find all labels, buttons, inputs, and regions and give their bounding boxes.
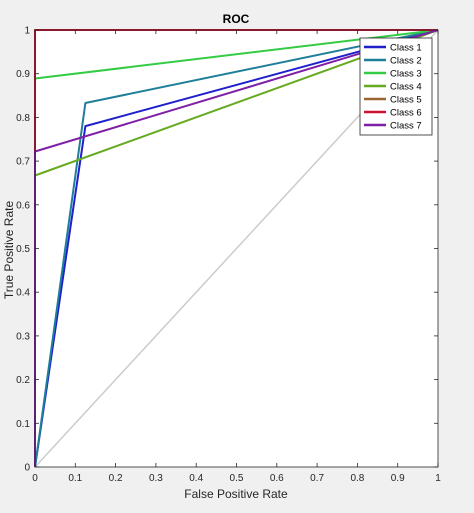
x-tick-label: 0.2 bbox=[109, 473, 123, 484]
x-tick-label: 1 bbox=[435, 473, 441, 484]
x-tick-label: 0.6 bbox=[270, 473, 284, 484]
y-tick-label: 0.5 bbox=[16, 244, 30, 255]
y-tick-label: 0.8 bbox=[16, 113, 30, 124]
legend-label: Class 5 bbox=[390, 95, 422, 106]
legend-label: Class 7 bbox=[390, 121, 422, 132]
legend: Class 1 Class 2 Class 3 Class 4 Class 5 Class… bbox=[359, 37, 433, 136]
y-tick-label: 0 bbox=[24, 463, 30, 474]
x-tick-label: 0.7 bbox=[310, 473, 324, 484]
x-axis-label: False Positive Rate bbox=[184, 487, 288, 501]
x-axis-ticks: 0 0.1 0.2 0.3 0.4 0.5 0.6 0.7 0.8 0.9 1 bbox=[32, 30, 441, 484]
y-tick-label: 0.4 bbox=[16, 288, 30, 299]
y-tick-label: 0.9 bbox=[16, 69, 30, 80]
legend-label: Class 1 bbox=[390, 43, 422, 54]
legend-label: Class 3 bbox=[390, 69, 422, 80]
x-tick-label: 0.1 bbox=[68, 473, 82, 484]
y-tick-label: 0.1 bbox=[16, 419, 30, 430]
x-tick-label: 0.8 bbox=[350, 473, 364, 484]
legend-label: Class 6 bbox=[390, 108, 422, 119]
legend-label: Class 4 bbox=[390, 82, 422, 93]
y-axis-ticks: 0 0.1 0.2 0.3 0.4 0.5 0.6 0.7 0.8 0.9 1 bbox=[16, 26, 438, 474]
legend-label: Class 2 bbox=[390, 56, 422, 67]
x-tick-label: 0.3 bbox=[149, 473, 163, 484]
y-axis-label: True Positive Rate bbox=[2, 201, 16, 300]
y-tick-label: 0.2 bbox=[16, 375, 30, 386]
y-tick-label: 0.3 bbox=[16, 331, 30, 342]
x-tick-label: 0.5 bbox=[230, 473, 244, 484]
roc-line-class-1 bbox=[34, 29, 439, 468]
x-tick-label: 0 bbox=[32, 473, 38, 484]
y-tick-label: 1 bbox=[24, 26, 30, 37]
roc-line-class-2 bbox=[34, 29, 439, 468]
y-tick-label: 0.7 bbox=[16, 157, 30, 168]
x-tick-label: 0.9 bbox=[391, 473, 405, 484]
y-tick-label: 0.6 bbox=[16, 200, 30, 211]
x-tick-label: 0.4 bbox=[189, 473, 203, 484]
chart-title: ROC bbox=[223, 12, 250, 26]
